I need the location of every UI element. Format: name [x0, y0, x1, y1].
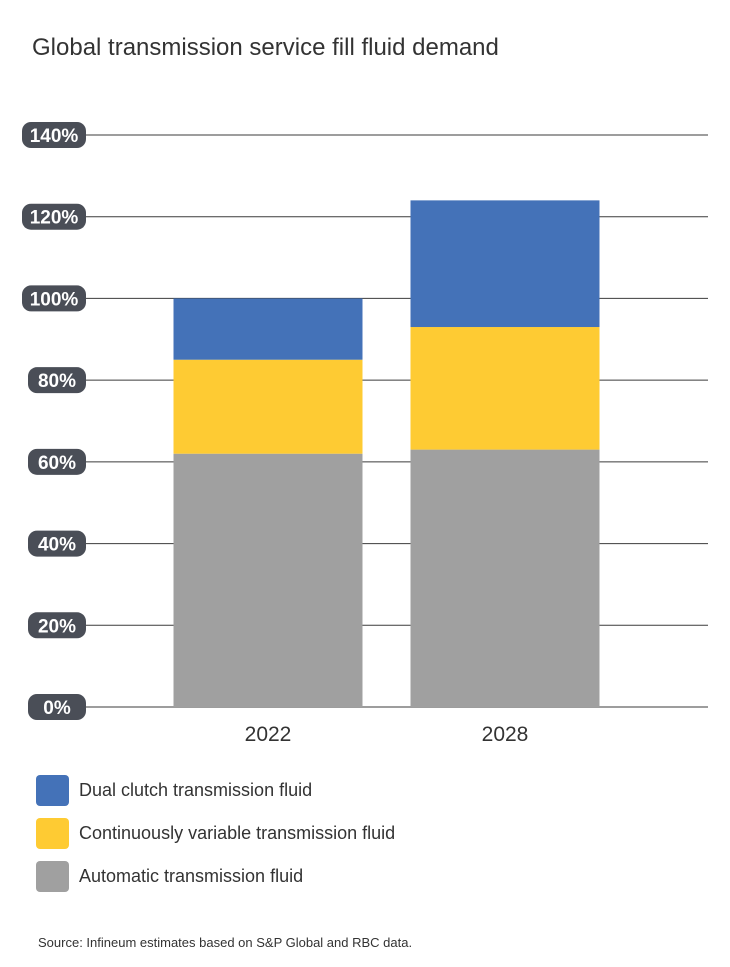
y-tick: 60% — [28, 448, 86, 475]
y-tick: 80% — [28, 367, 86, 394]
y-tick-bg — [22, 285, 86, 312]
legend-swatch — [36, 774, 69, 806]
y-tick-bg — [28, 448, 86, 475]
source-note: Source: Infineum estimates based on S&P … — [38, 935, 413, 950]
y-tick-label: 20% — [38, 616, 76, 637]
y-tick-bg — [22, 122, 86, 148]
legend-item: Dual clutch transmission fluid — [36, 774, 395, 806]
y-tick-label: 80% — [38, 371, 76, 392]
legend-swatch — [36, 860, 69, 892]
x-axis: 2022 2028 — [245, 723, 529, 746]
y-tick-bg — [28, 694, 86, 720]
y-tick: 100% — [22, 285, 86, 312]
bar-segment-2022-0 — [173, 453, 363, 707]
x-tick-label: 2022 — [245, 723, 292, 746]
bar-segment-2022-1 — [173, 359, 363, 454]
bar-segment-2028-0 — [410, 449, 600, 707]
bar-segment-2022-2 — [173, 298, 363, 360]
legend-label: Automatic transmission fluid — [79, 865, 304, 886]
y-tick-bg — [28, 367, 86, 394]
chart-title: Global transmission service fill fluid d… — [32, 34, 499, 61]
legend-item: Continuously variable transmission fluid — [36, 817, 395, 849]
y-tick-bg — [28, 530, 86, 557]
legend-label: Dual clutch transmission fluid — [79, 779, 313, 800]
legend-swatch — [36, 817, 69, 849]
legend: Dual clutch transmission fluid Continuous… — [36, 774, 395, 903]
x-tick-label: 2028 — [482, 723, 529, 746]
y-tick: 40% — [28, 530, 86, 557]
bar-segment-2028-1 — [410, 327, 600, 450]
y-tick-label: 40% — [38, 535, 76, 556]
y-tick: 120% — [22, 203, 86, 230]
chart-plot: 0% 20% 40% 60% 80% 100% 120% 140% 2022 2028 — [22, 122, 708, 746]
y-tick-label: 100% — [30, 289, 79, 310]
y-tick-label: 0% — [43, 698, 71, 719]
y-tick-label: 120% — [30, 208, 79, 229]
y-tick-label: 60% — [38, 453, 76, 474]
legend-item: Automatic transmission fluid — [36, 860, 395, 892]
y-tick-label: 140% — [30, 126, 79, 147]
legend-label: Continuously variable transmission fluid — [79, 822, 396, 843]
y-tick: 140% — [22, 122, 86, 148]
bar-segment-2028-2 — [410, 200, 600, 328]
y-tick: 0% — [28, 694, 86, 720]
bar-layer — [173, 200, 600, 707]
y-axis: 0% 20% 40% 60% 80% 100% 120% 140% — [22, 122, 86, 720]
y-tick-bg — [28, 612, 86, 639]
y-tick: 20% — [28, 612, 86, 639]
y-tick-bg — [22, 203, 86, 230]
